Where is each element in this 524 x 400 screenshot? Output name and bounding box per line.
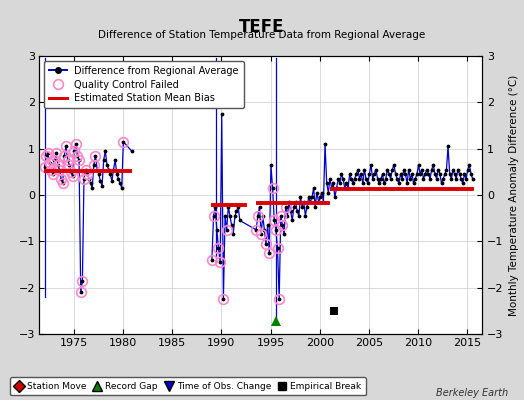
Y-axis label: Monthly Temperature Anomaly Difference (°C): Monthly Temperature Anomaly Difference (…: [509, 74, 519, 316]
Legend: Station Move, Record Gap, Time of Obs. Change, Empirical Break: Station Move, Record Gap, Time of Obs. C…: [10, 378, 366, 396]
Text: Berkeley Earth: Berkeley Earth: [436, 388, 508, 398]
Text: TEFE: TEFE: [239, 18, 285, 36]
Text: Difference of Station Temperature Data from Regional Average: Difference of Station Temperature Data f…: [99, 30, 425, 40]
Legend: Difference from Regional Average, Quality Control Failed, Estimated Station Mean: Difference from Regional Average, Qualit…: [44, 61, 244, 108]
